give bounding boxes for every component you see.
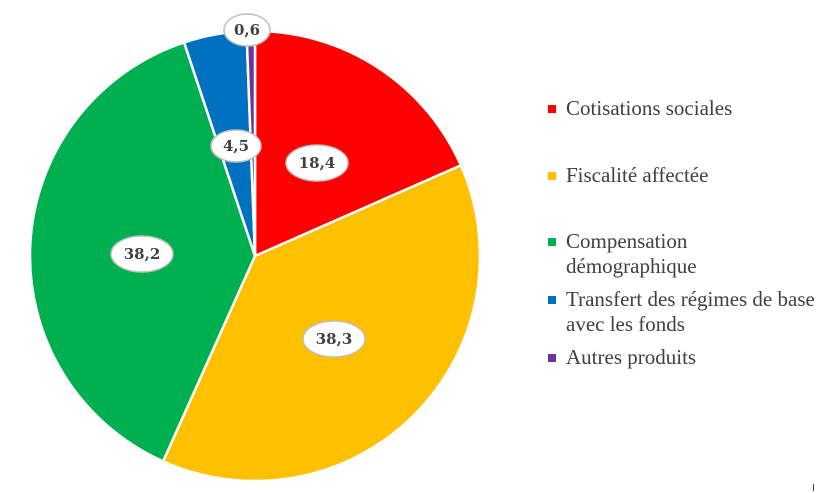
data-label-cotisations: 18,4 [285, 144, 349, 182]
data-label-bubble [302, 320, 366, 358]
pie-chart: 18,4 38,3 38,2 4,5 0,6 [28, 13, 482, 483]
data-label-text: 0,6 [234, 21, 260, 39]
data-label-text: 4,5 [223, 137, 249, 155]
legend-label: Autres produits [566, 345, 697, 369]
legend-swatch [548, 354, 556, 362]
legend-item-compensation: Compensation démographique [548, 229, 756, 279]
data-label-bubble [110, 235, 174, 273]
pie-slice-cotisations [253, 29, 463, 258]
data-label-bubble [210, 129, 262, 163]
data-label-bubble [285, 144, 349, 182]
legend-label: Transfert des régimes de base avec les f… [566, 287, 815, 336]
chart-legend: Cotisations sociales Fiscalité affectée … [548, 96, 818, 370]
pie-data-labels: 18,4 38,3 38,2 4,5 0,6 [110, 13, 366, 358]
legend-item-autres: Autres produits [548, 345, 818, 370]
data-label-fiscalite: 38,3 [302, 320, 366, 358]
edge-tick-mark [813, 484, 814, 491]
legend-swatch [548, 238, 556, 246]
data-label-text: 18,4 [299, 154, 336, 172]
data-label-transfert: 4,5 [210, 129, 262, 163]
legend-label: Fiscalité affectée [566, 163, 709, 187]
legend-label: Compensation démographique [566, 229, 697, 278]
pie-slices [28, 29, 482, 483]
legend-swatch [548, 172, 556, 180]
data-label-bubble [223, 13, 271, 47]
data-label-text: 38,2 [124, 245, 161, 263]
data-label-compensation: 38,2 [110, 235, 174, 273]
legend-swatch [548, 296, 556, 304]
legend-swatch [548, 105, 556, 113]
legend-label: Cotisations sociales [566, 96, 733, 120]
legend-item-cotisations: Cotisations sociales [548, 96, 818, 121]
legend-item-fiscalite: Fiscalité affectée [548, 163, 818, 188]
data-label-text: 38,3 [316, 330, 353, 348]
data-label-autres: 0,6 [223, 13, 271, 47]
legend-item-transfert: Transfert des régimes de base avec les f… [548, 287, 825, 337]
